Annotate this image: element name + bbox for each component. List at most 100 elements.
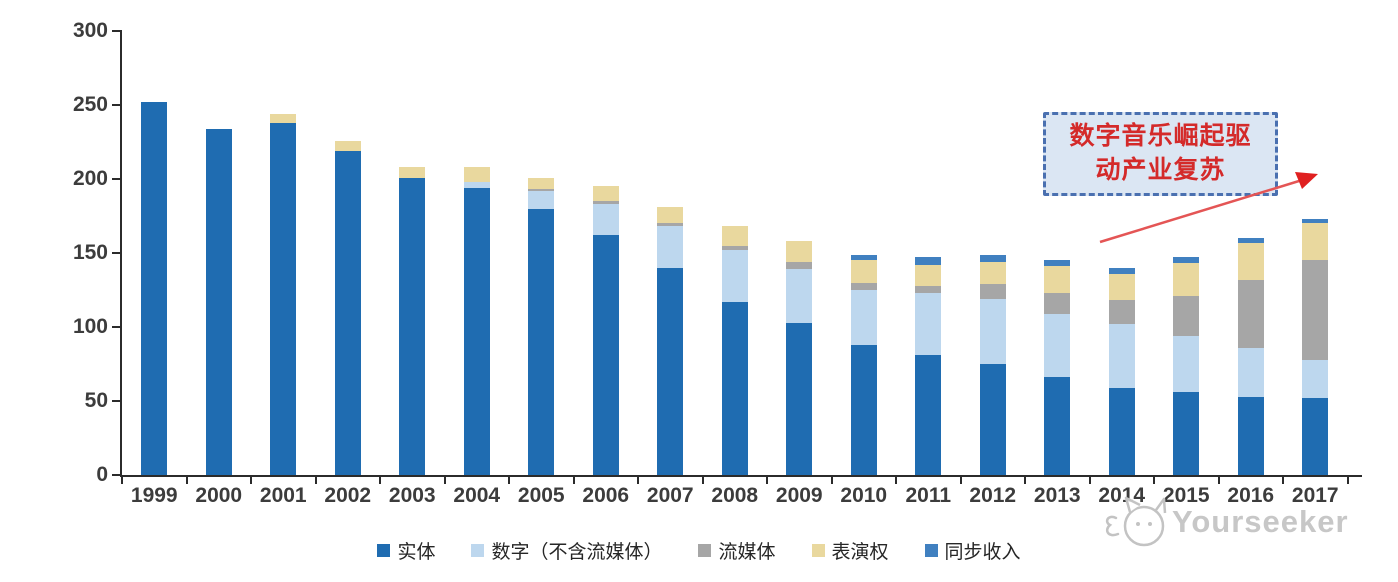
x-axis — [120, 475, 1362, 477]
bar-segment-表演权 — [1173, 263, 1200, 296]
y-axis-label: 250 — [72, 93, 108, 116]
legend-item: 数字（不含流媒体） — [471, 537, 662, 564]
x-axis-label: 2007 — [646, 484, 694, 507]
y-axis-tick — [112, 400, 120, 402]
x-axis-label: 2010 — [840, 484, 888, 507]
legend-label: 表演权 — [831, 542, 889, 563]
bar-segment-表演权 — [915, 264, 942, 286]
x-axis-tick — [1024, 477, 1026, 484]
bar-segment-流媒体 — [850, 282, 877, 290]
y-axis-tick — [112, 178, 120, 180]
bar-segment-表演权 — [1108, 273, 1135, 301]
annotation-callout: 数字音乐崛起驱 动产业复苏 — [1043, 112, 1278, 196]
bar-segment-数字（不含流媒体） — [850, 290, 877, 345]
bar-segment-流媒体 — [786, 261, 813, 270]
bar-segment-数字（不含流媒体） — [1237, 347, 1264, 397]
annotation-line1: 数字音乐崛起驱 — [1069, 122, 1252, 151]
x-axis-tick — [830, 477, 833, 484]
bar-segment-同步收入 — [1173, 257, 1200, 264]
bar-segment-实体 — [1237, 396, 1264, 475]
legend-item: 表演权 — [811, 537, 889, 564]
x-axis-tick — [508, 477, 510, 484]
x-axis-tick — [1153, 477, 1155, 484]
x-axis-tick — [1217, 477, 1220, 484]
bar-segment-流媒体 — [657, 223, 684, 227]
bar-segment-数字（不含流媒体） — [528, 190, 555, 209]
x-axis-tick — [379, 477, 381, 484]
bar-segment-表演权 — [657, 207, 684, 224]
bar-segment-数字（不含流媒体） — [1173, 335, 1200, 393]
bar-segment-同步收入 — [979, 254, 1006, 262]
bar-segment-表演权 — [979, 261, 1006, 285]
bar-segment-实体 — [592, 235, 619, 475]
x-axis-label: 2009 — [775, 484, 823, 507]
bar-segment-数字（不含流媒体） — [1108, 324, 1135, 388]
legend-swatch — [471, 544, 485, 557]
bar-segment-数字（不含流媒体） — [1302, 359, 1329, 399]
y-axis-label: 50 — [84, 389, 108, 412]
y-axis-tick — [112, 30, 120, 32]
yourseeker-cat-logo-icon — [1105, 496, 1167, 547]
x-axis-tick — [959, 477, 962, 484]
x-axis-label: 2000 — [195, 484, 243, 507]
bar-segment-实体 — [786, 322, 813, 475]
bar-segment-流媒体 — [528, 189, 555, 191]
bar-segment-实体 — [915, 355, 942, 475]
x-axis-tick — [766, 477, 768, 484]
x-axis-tick — [1282, 477, 1284, 484]
x-axis-tick — [895, 477, 897, 484]
bar-segment-实体 — [850, 344, 877, 475]
bar-segment-表演权 — [334, 140, 361, 151]
y-axis-label: 0 — [96, 463, 108, 486]
bar-segment-表演权 — [463, 167, 490, 182]
x-axis-tick — [637, 477, 639, 484]
legend-swatch — [811, 544, 825, 557]
bar-segment-同步收入 — [915, 257, 942, 265]
bar-segment-表演权 — [721, 226, 748, 246]
bar-segment-流媒体 — [721, 245, 748, 251]
bar-segment-数字（不含流媒体） — [1044, 313, 1071, 378]
legend-label: 实体 — [397, 542, 436, 563]
bar-segment-实体 — [399, 177, 426, 475]
bar-segment-数字（不含流媒体） — [979, 298, 1006, 364]
x-axis-label: 2016 — [1227, 484, 1275, 507]
y-axis-tick — [112, 252, 120, 254]
y-axis-label: 300 — [72, 19, 108, 42]
legend-swatch — [924, 544, 938, 557]
bar-segment-数字（不含流媒体） — [915, 292, 942, 356]
bar-segment-实体 — [657, 267, 684, 475]
x-axis-tick — [443, 477, 446, 484]
bar-segment-实体 — [528, 208, 555, 475]
x-axis-label: 2012 — [969, 484, 1017, 507]
bar-segment-表演权 — [270, 113, 297, 123]
bar-segment-表演权 — [399, 167, 426, 178]
x-axis-label: 2004 — [453, 484, 501, 507]
bar-segment-同步收入 — [850, 254, 877, 261]
bar-segment-同步收入 — [1108, 267, 1135, 274]
x-axis-label: 2006 — [582, 484, 630, 507]
bar-segment-数字（不含流媒体） — [463, 181, 490, 188]
x-axis-label: 2002 — [324, 484, 372, 507]
bar-segment-实体 — [270, 122, 297, 475]
y-axis-tick — [112, 104, 120, 106]
annotation-line2: 动产业复苏 — [1095, 156, 1226, 184]
bar-segment-流媒体 — [1173, 295, 1200, 336]
legend: 实体 数字（不含流媒体） 流媒体 表演权 同步收入 — [0, 537, 1398, 564]
y-axis-tick — [112, 326, 120, 328]
bar-segment-流媒体 — [915, 285, 942, 293]
y-axis-label: 100 — [72, 315, 108, 338]
legend-label: 同步收入 — [944, 542, 1021, 563]
watermark: Yourseeker — [1100, 492, 1349, 552]
bar-segment-实体 — [979, 364, 1006, 475]
bar-segment-实体 — [141, 102, 168, 475]
bar-segment-表演权 — [592, 186, 619, 202]
legend-swatch — [698, 544, 712, 557]
x-axis-label: 2005 — [517, 484, 565, 507]
x-axis-tick — [1088, 477, 1091, 484]
x-axis-tick — [572, 477, 575, 484]
bar-segment-数字（不含流媒体） — [592, 204, 619, 236]
plot-area — [120, 31, 1362, 475]
legend-swatch — [377, 544, 391, 557]
x-axis-label: 1999 — [130, 484, 178, 507]
